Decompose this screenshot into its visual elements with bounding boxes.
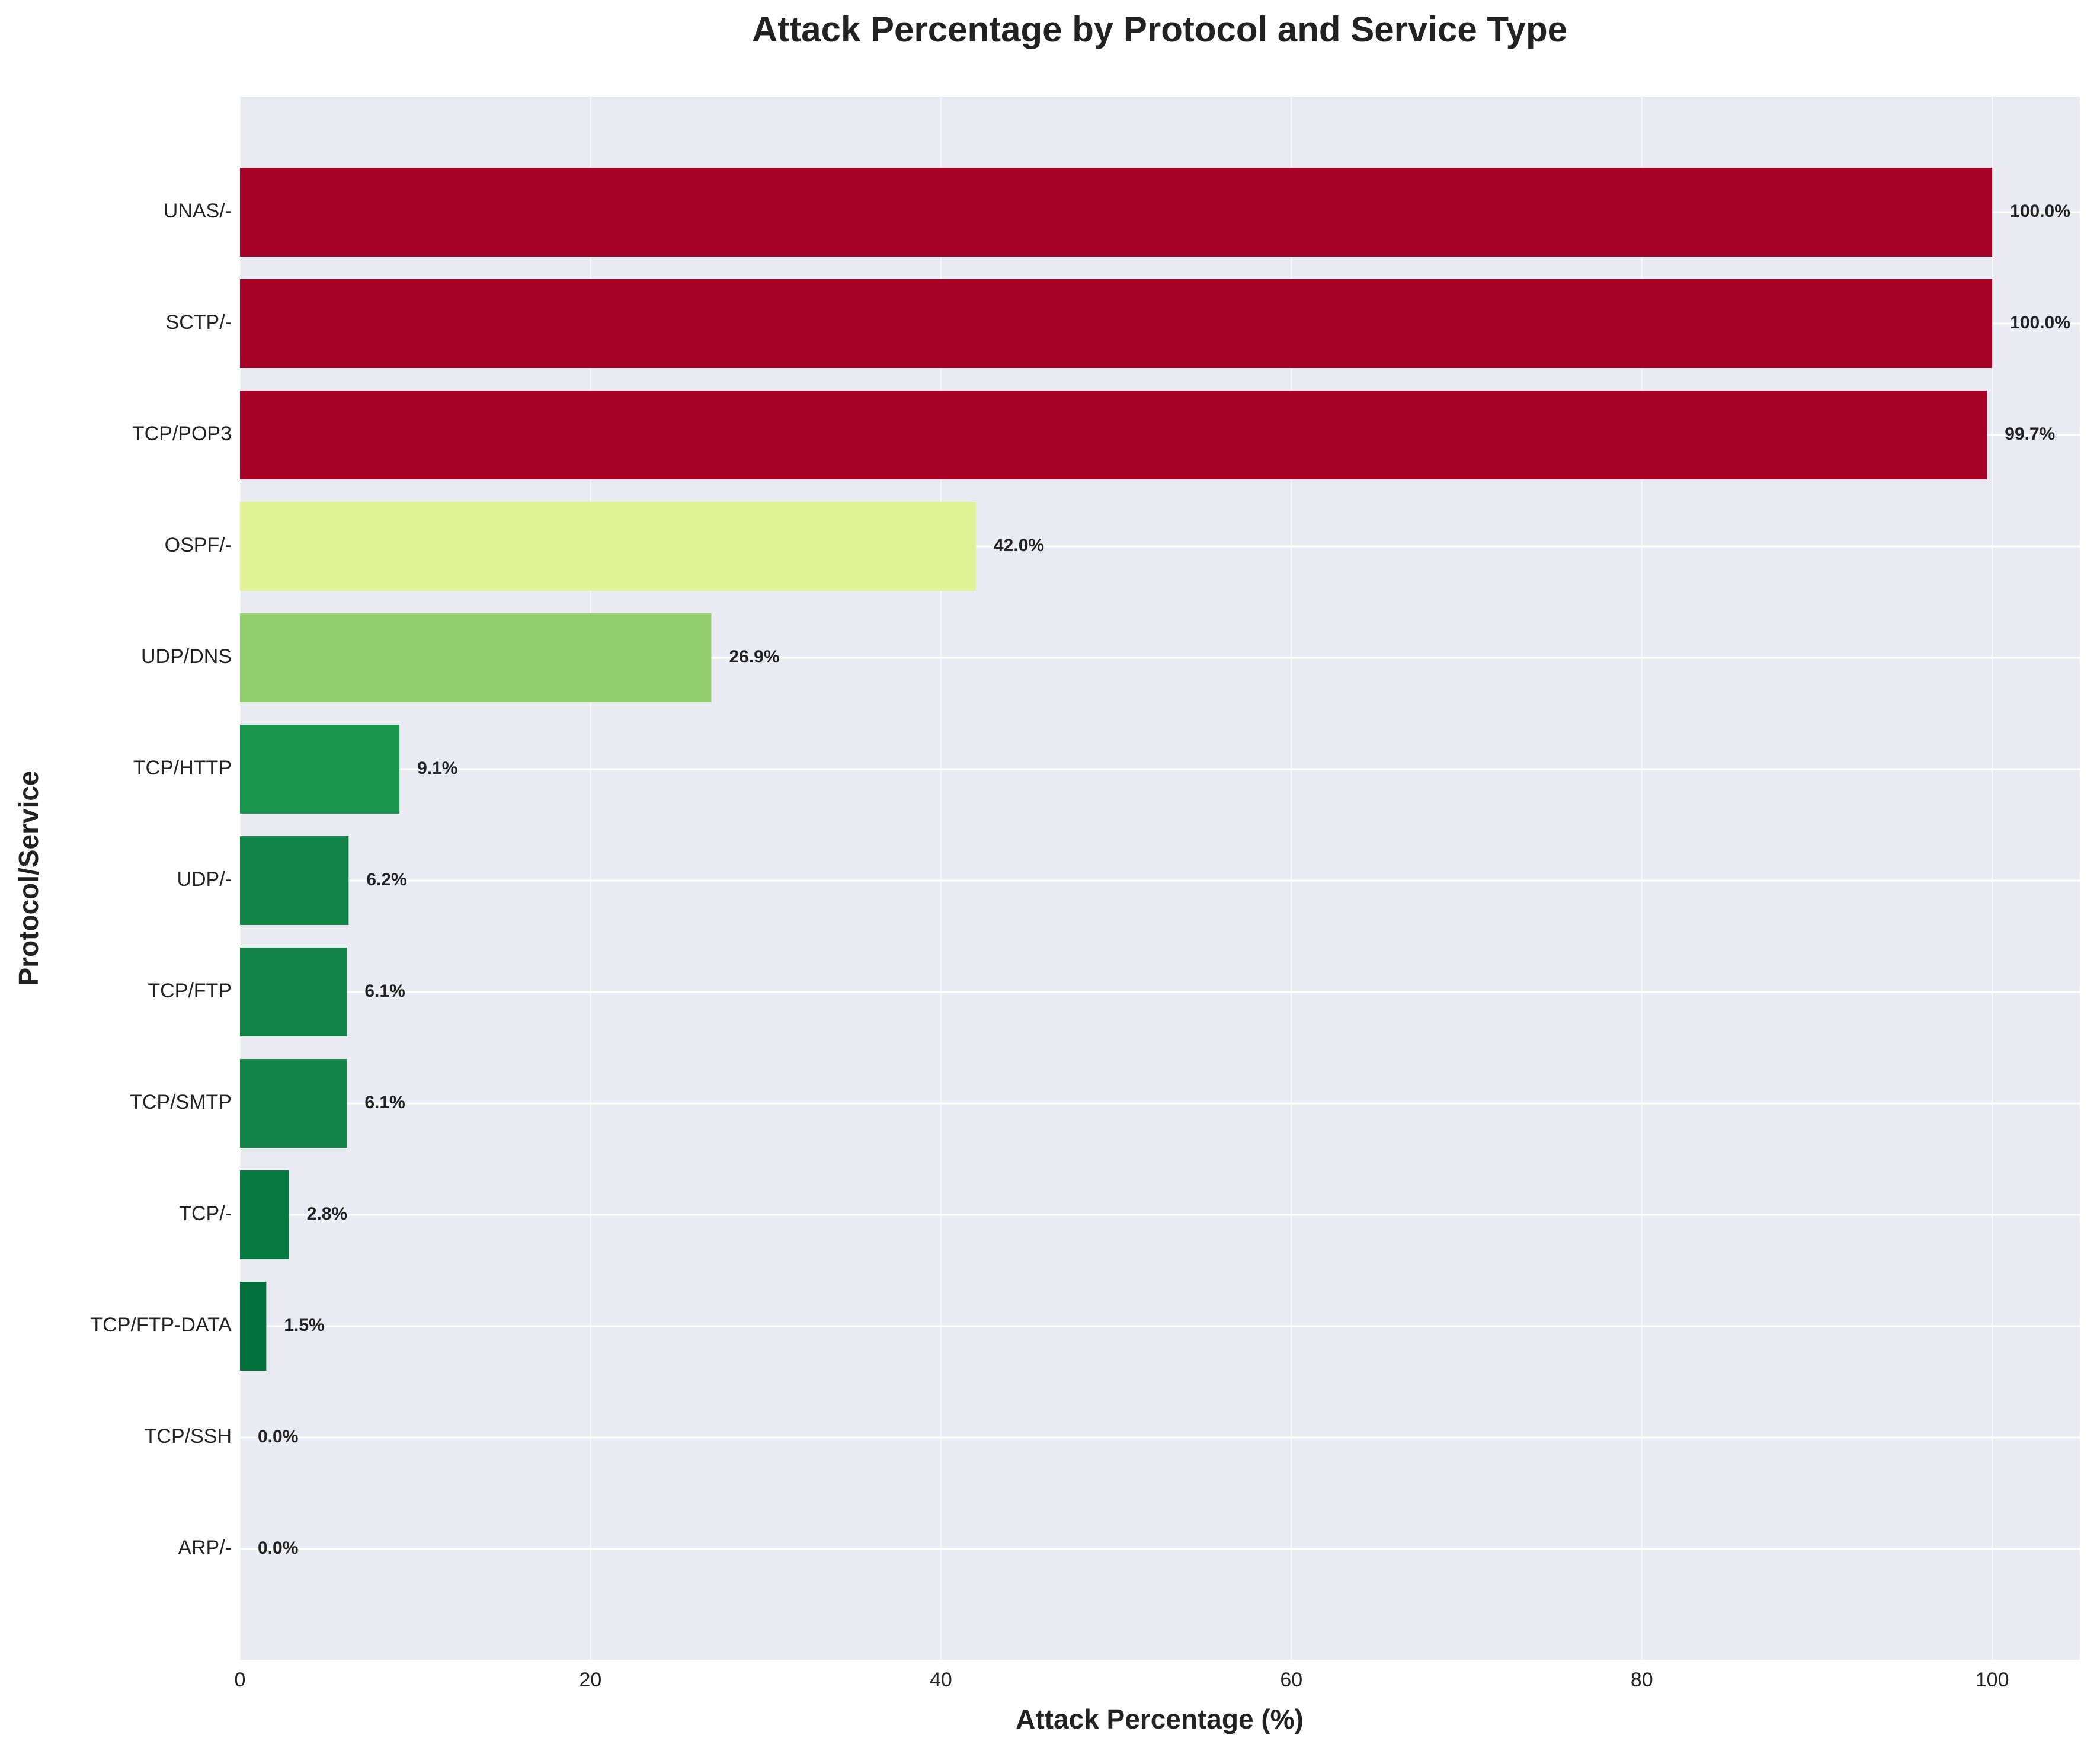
value-label: 100.0% (2010, 201, 2070, 221)
value-label: 6.1% (364, 1093, 405, 1112)
bar (240, 502, 976, 591)
value-label: 100.0% (2010, 313, 2070, 332)
x-tick-label: 100 (1976, 1669, 2009, 1691)
bar (240, 279, 1993, 368)
y-tick-label: UNAS/- (164, 200, 232, 222)
bars: 100.0% 100.0% 99.7% 42.0% 26.9% 9.1% 6.2% 6.1% 6… (240, 168, 2070, 1558)
bar (240, 948, 347, 1036)
bar (240, 168, 1993, 257)
y-tick-label: TCP/SMTP (130, 1091, 232, 1113)
value-label: 1.5% (284, 1316, 324, 1335)
bar (240, 725, 400, 814)
y-tick-label: TCP/SSH (145, 1425, 232, 1448)
value-label: 6.2% (366, 870, 406, 889)
chart-title: Attack Percentage by Protocol and Servic… (752, 9, 1567, 49)
y-tick-label: OSPF/- (165, 534, 232, 556)
y-tick-label: UDP/- (177, 868, 232, 891)
x-axis-label: Attack Percentage (%) (1016, 1704, 1304, 1734)
value-label: 0.0% (258, 1427, 298, 1446)
value-label: 6.1% (364, 981, 405, 1001)
value-label: 26.9% (729, 647, 779, 667)
value-label: 2.8% (307, 1204, 347, 1224)
x-tick-label: 80 (1631, 1669, 1653, 1691)
y-tick-label: SCTP/- (166, 311, 232, 334)
bar (240, 391, 1987, 479)
value-label: 99.7% (2005, 424, 2055, 444)
value-label: 9.1% (417, 758, 457, 778)
x-tick-label: 60 (1280, 1669, 1302, 1691)
y-axis-label: Protocol/Service (13, 770, 44, 985)
y-tick-label: TCP/POP3 (132, 423, 232, 445)
x-tick-label: 40 (930, 1669, 952, 1691)
x-tick-label: 20 (580, 1669, 602, 1691)
y-tick-label: TCP/FTP (148, 980, 232, 1002)
bar (240, 1170, 289, 1259)
bar (240, 1059, 347, 1148)
y-tick-label: ARP/- (178, 1537, 232, 1559)
y-tick-label: UDP/DNS (141, 645, 232, 668)
y-tick-label: TCP/HTTP (133, 757, 232, 779)
bar (240, 836, 349, 925)
bar (240, 1282, 267, 1371)
bar (240, 613, 712, 702)
value-label: 0.0% (258, 1538, 298, 1558)
y-tick-label: TCP/FTP-DATA (90, 1314, 232, 1336)
x-tick-label: 0 (235, 1669, 246, 1691)
value-label: 42.0% (994, 536, 1044, 555)
y-tick-label: TCP/- (179, 1202, 232, 1225)
